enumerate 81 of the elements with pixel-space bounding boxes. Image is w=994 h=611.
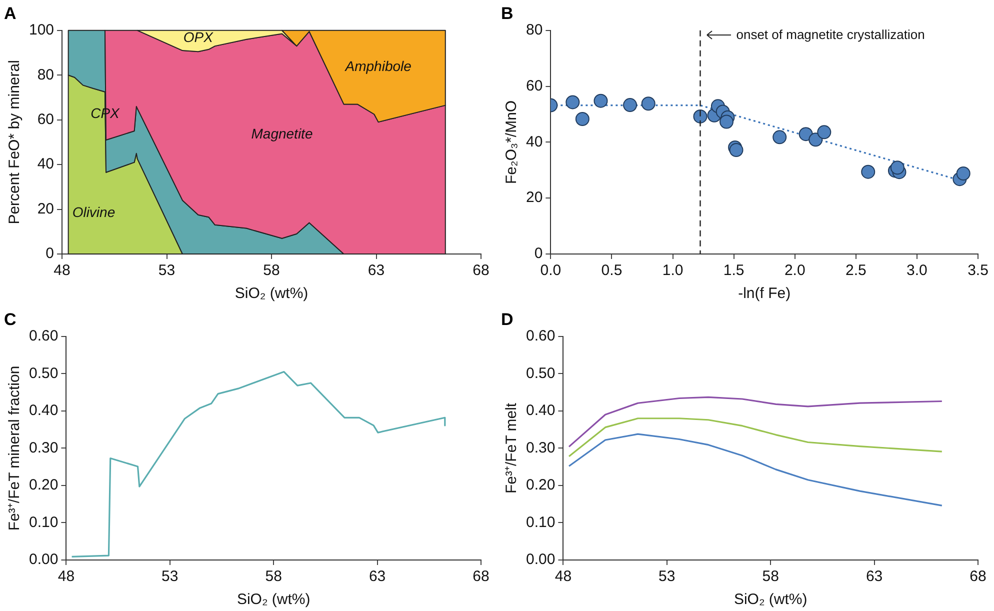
y-tick-label: 0.50 bbox=[526, 364, 556, 382]
x-tick-label: 53 bbox=[162, 568, 178, 585]
y-tick-label: 100 bbox=[28, 22, 54, 39]
y-tick-label: 0.20 bbox=[526, 476, 556, 494]
x-tick-label: 53 bbox=[158, 262, 176, 280]
y-tick-label: 0.50 bbox=[28, 364, 58, 382]
y-tick-label: 0.40 bbox=[526, 402, 556, 419]
point bbox=[719, 114, 734, 129]
y-tick-label: 0.30 bbox=[28, 438, 58, 456]
point bbox=[861, 164, 876, 179]
y-tick-label: 0.60 bbox=[28, 327, 58, 344]
y-tick-label: 40 bbox=[526, 133, 543, 150]
y-axis-title: Fe³⁺/FeT melt bbox=[503, 402, 520, 493]
point bbox=[808, 132, 823, 147]
point bbox=[641, 96, 656, 111]
series-label: OPX bbox=[183, 29, 214, 46]
x-axis-title: SiO₂ (wt%) bbox=[734, 590, 808, 608]
y-tick-label: 0.60 bbox=[526, 327, 556, 344]
x-axis-title: -ln(f Fe) bbox=[738, 285, 791, 302]
x-tick-label: 63 bbox=[368, 262, 385, 280]
point bbox=[693, 109, 708, 124]
y-tick-label: 40 bbox=[37, 156, 54, 173]
chart-title: D bbox=[501, 309, 514, 328]
x-tick-label: 2.5 bbox=[845, 262, 866, 280]
series-label: Amphibole bbox=[344, 58, 412, 74]
point bbox=[772, 130, 787, 144]
x-axis-title: SiO₂ (wt%) bbox=[236, 590, 310, 608]
x-axis-title: SiO₂ (wt%) bbox=[234, 285, 308, 302]
point bbox=[594, 94, 608, 108]
x-tick-label: 58 bbox=[762, 568, 779, 585]
point bbox=[575, 112, 590, 126]
x-tick-label: 3.5 bbox=[968, 262, 988, 280]
y-tick-label: 0.00 bbox=[526, 550, 556, 568]
series-label: Magnetite bbox=[251, 125, 313, 142]
x-tick-label: 58 bbox=[263, 262, 280, 280]
y-tick-label: 0.10 bbox=[526, 513, 556, 530]
x-tick-label: 58 bbox=[265, 568, 282, 585]
y-tick-label: 80 bbox=[37, 66, 54, 84]
x-tick-label: 53 bbox=[658, 568, 676, 585]
point bbox=[956, 166, 970, 181]
x-tick-label: 0.5 bbox=[601, 262, 622, 280]
x-tick-label: 68 bbox=[970, 568, 986, 585]
x-tick-label: 63 bbox=[368, 568, 386, 585]
point bbox=[729, 143, 744, 158]
x-tick-label: 0.0 bbox=[540, 262, 562, 280]
x-tick-label: 3.0 bbox=[906, 262, 928, 280]
x-tick-label: 48 bbox=[54, 262, 70, 280]
x-tick-label: 2.0 bbox=[784, 262, 806, 280]
chart-title: B bbox=[501, 4, 514, 23]
point bbox=[817, 125, 832, 140]
x-tick-label: 1.0 bbox=[662, 262, 684, 280]
ref-line-label: onset of magnetite crystallization bbox=[736, 26, 925, 42]
x-tick-label: 48 bbox=[554, 568, 572, 585]
y-tick-label: 60 bbox=[37, 110, 54, 128]
chart-title: C bbox=[4, 309, 16, 328]
point bbox=[566, 95, 580, 110]
series-label: Olivine bbox=[72, 204, 116, 220]
y-tick-label: 0.10 bbox=[28, 513, 58, 530]
x-tick-label: 1.5 bbox=[723, 262, 744, 280]
chart-title: A bbox=[4, 4, 16, 23]
y-tick-label: 60 bbox=[526, 77, 543, 94]
point bbox=[623, 98, 638, 112]
x-tick-label: 48 bbox=[58, 568, 75, 585]
y-axis-title: Fe³⁺/FeT mineral fraction bbox=[6, 365, 24, 530]
series-label: CPX bbox=[90, 105, 120, 122]
y-tick-label: 0.00 bbox=[28, 550, 58, 568]
y-tick-label: 0.30 bbox=[526, 438, 556, 456]
x-tick-label: 68 bbox=[472, 262, 490, 280]
y-tick-label: 20 bbox=[37, 200, 54, 218]
x-tick-label: 63 bbox=[866, 568, 883, 585]
y-tick-label: 20 bbox=[526, 189, 543, 206]
point bbox=[890, 160, 904, 175]
y-axis-title: Fe₂O₃*/MnO bbox=[503, 100, 520, 184]
y-tick-label: 0 bbox=[534, 245, 543, 262]
y-tick-label: 0.40 bbox=[28, 402, 58, 419]
y-tick-label: 0.20 bbox=[28, 476, 58, 494]
y-tick-label: 80 bbox=[526, 22, 543, 39]
y-axis-title: Percent FeO* by mineral bbox=[6, 60, 24, 224]
y-tick-label: 0 bbox=[46, 245, 54, 262]
x-tick-label: 68 bbox=[472, 568, 490, 585]
point bbox=[798, 127, 813, 142]
